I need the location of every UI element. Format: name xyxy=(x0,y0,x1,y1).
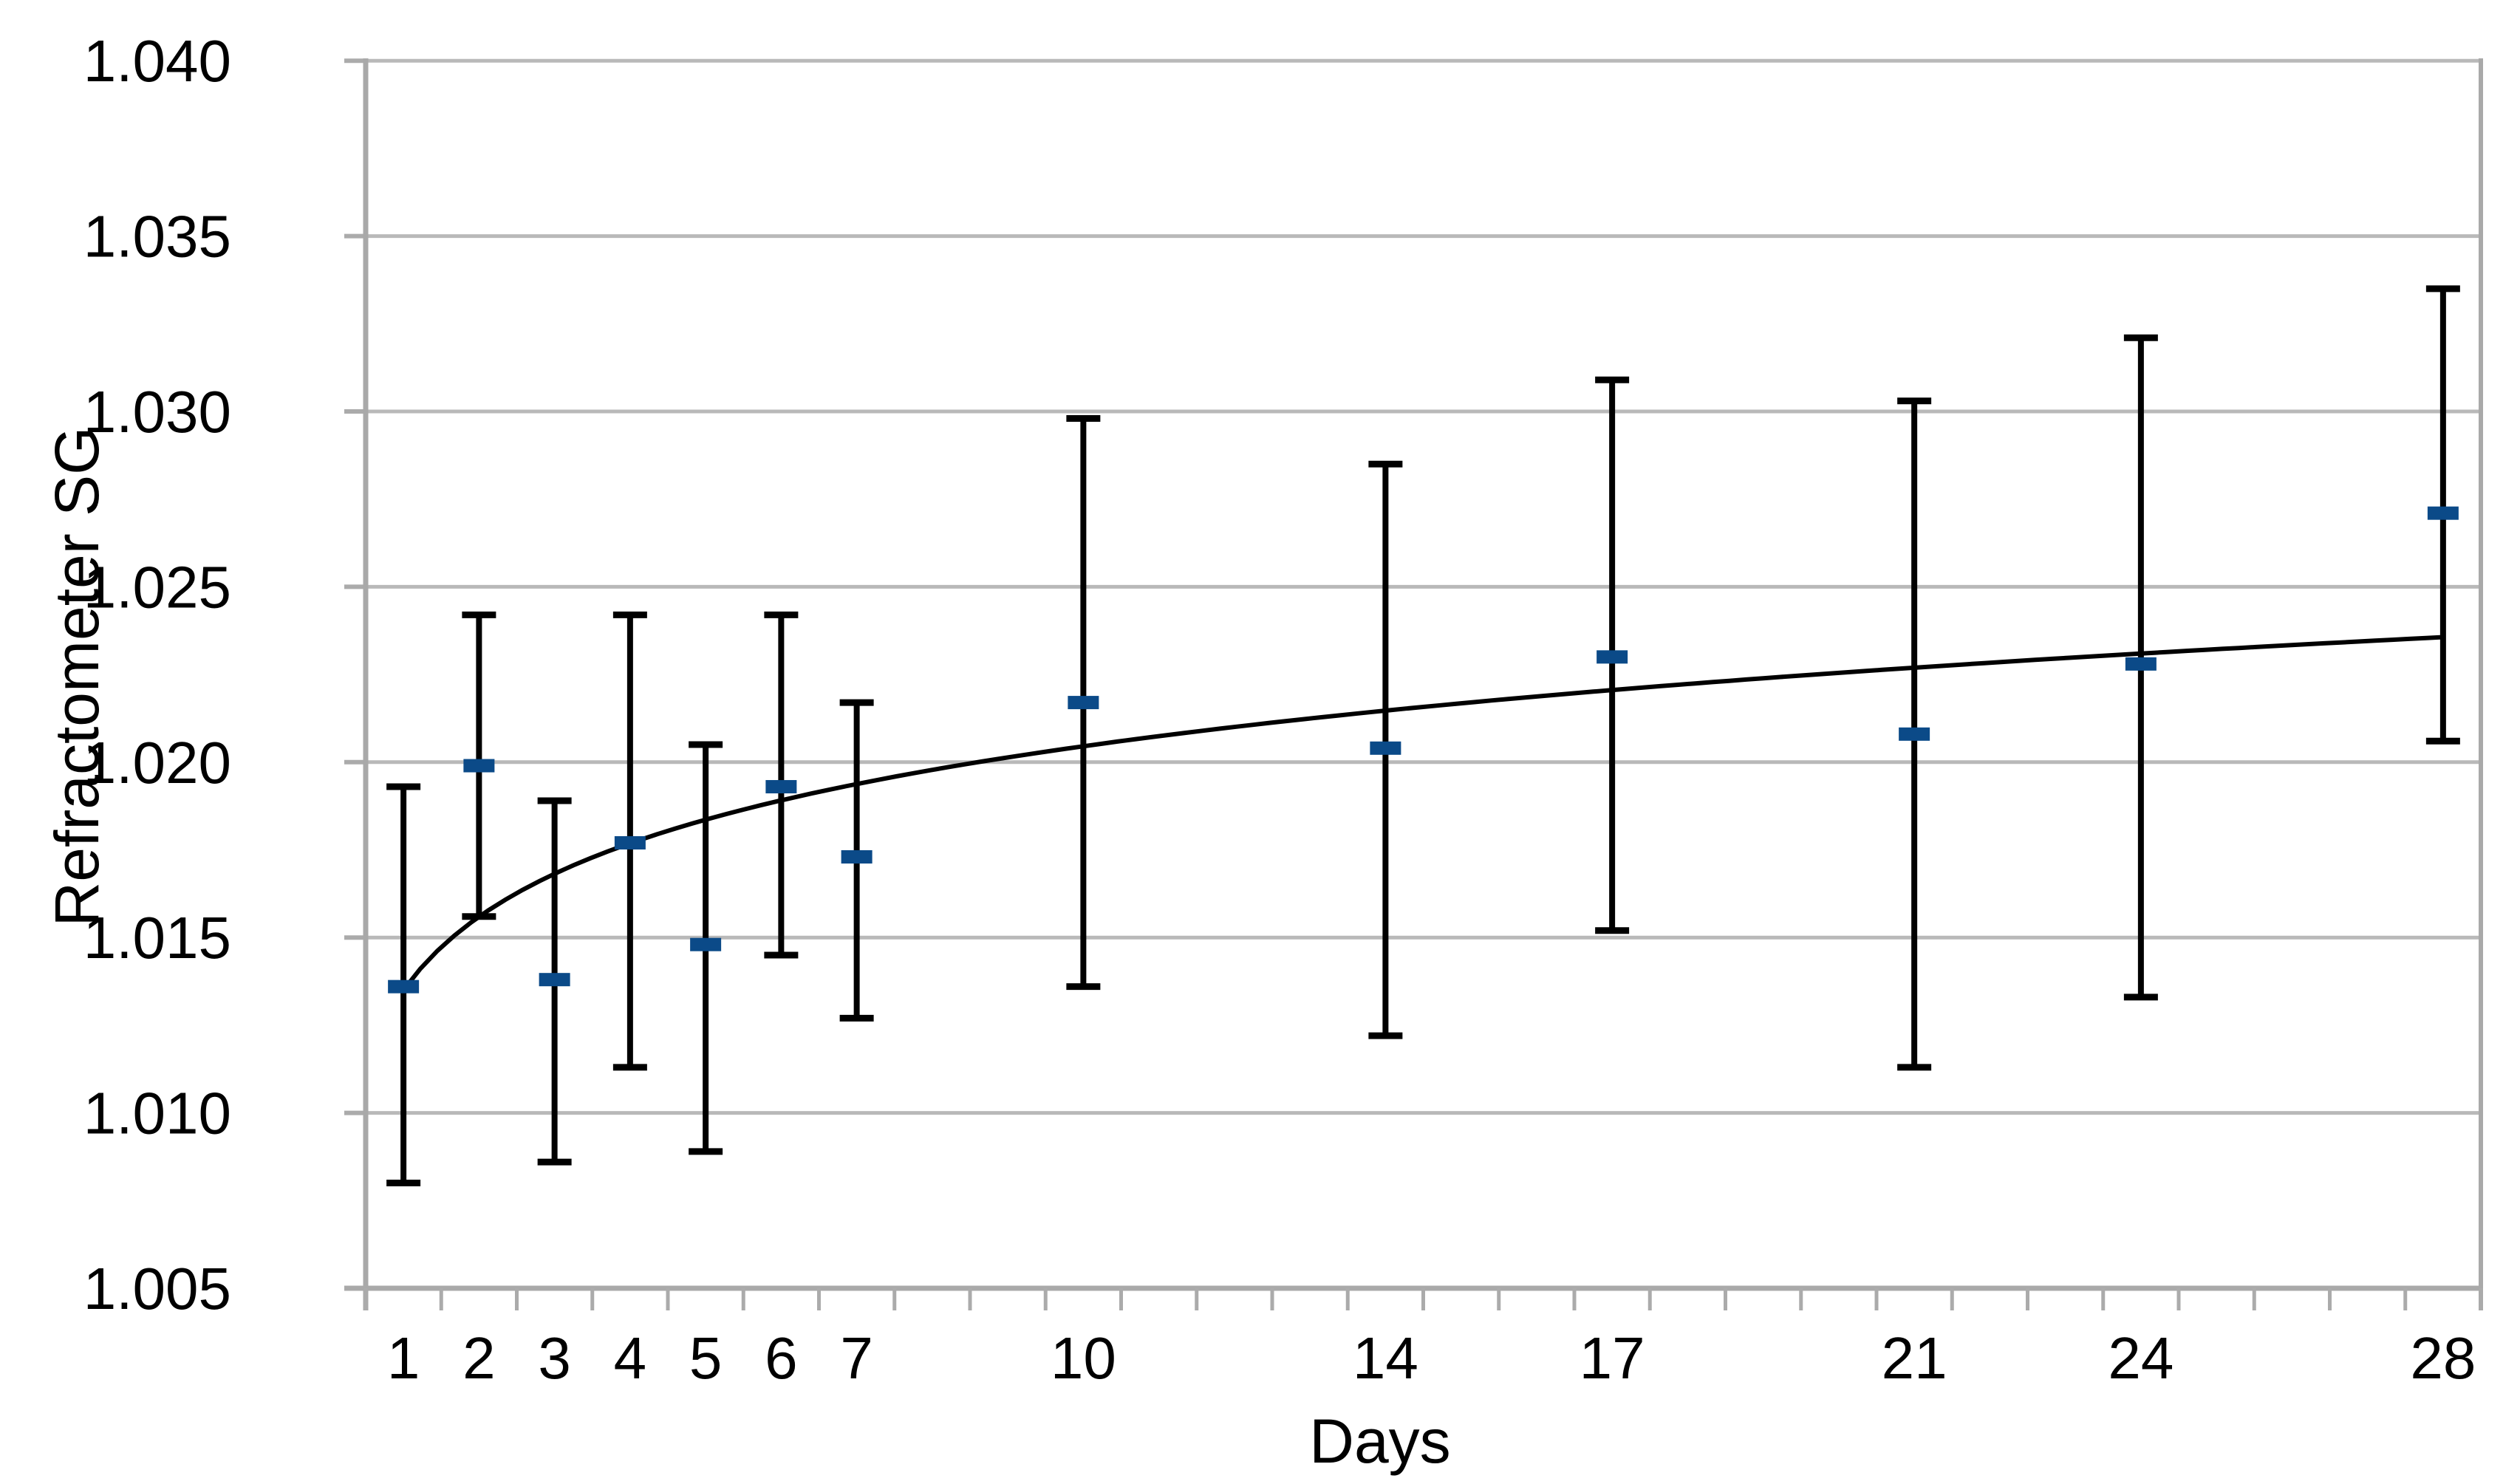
data-point-marker xyxy=(463,759,495,773)
data-point-marker xyxy=(614,836,646,850)
x-tick-label: 5 xyxy=(689,1325,723,1391)
x-tick-label: 1 xyxy=(387,1325,420,1391)
data-point-marker xyxy=(539,973,570,987)
x-tick-label: 24 xyxy=(2108,1325,2174,1391)
data-point-marker xyxy=(1597,650,1628,664)
x-tick-label: 14 xyxy=(1353,1325,1418,1391)
x-tick-label: 7 xyxy=(840,1325,873,1391)
x-axis-title: Days xyxy=(1309,1406,1450,1476)
x-tick-label: 4 xyxy=(614,1325,647,1391)
x-tick-label: 17 xyxy=(1580,1325,1645,1391)
data-point-marker xyxy=(690,937,722,951)
trendline-group xyxy=(401,635,2444,992)
data-points xyxy=(388,506,2459,994)
y-tick-label: 1.030 xyxy=(83,379,231,445)
y-axis-title: Refractometer SG xyxy=(42,427,112,927)
data-point-marker xyxy=(841,849,873,864)
x-tick-labels: 1 2 3 4 5 6 7 10 14 17 21 24 28 xyxy=(387,1325,2476,1391)
x-tick-label: 21 xyxy=(1882,1325,1947,1391)
x-tick-label: 6 xyxy=(765,1325,798,1391)
x-tick-label: 2 xyxy=(462,1325,496,1391)
gridlines xyxy=(366,58,2481,1115)
data-point-marker xyxy=(1899,727,1930,741)
data-point-marker xyxy=(1068,696,1099,710)
axes xyxy=(344,58,2483,1310)
y-tick-label: 1.025 xyxy=(83,554,231,620)
data-point-marker xyxy=(2427,506,2459,520)
y-tick-label: 1.015 xyxy=(83,905,231,971)
y-tick-label: 1.035 xyxy=(83,204,231,270)
data-point-marker xyxy=(388,979,420,994)
y-tick-label: 1.020 xyxy=(83,730,231,796)
x-tick-label: 3 xyxy=(538,1325,571,1391)
data-point-marker xyxy=(2125,657,2157,671)
x-tick-label: 28 xyxy=(2410,1325,2476,1391)
data-point-marker xyxy=(765,780,797,794)
data-point-marker xyxy=(1370,741,1401,755)
y-tick-labels: 1.005 1.010 1.015 1.020 1.025 1.030 1.035 1.040 xyxy=(83,28,231,1321)
y-tick-label: 1.010 xyxy=(83,1081,231,1146)
x-tick-label: 10 xyxy=(1051,1325,1116,1391)
y-tick-label: 1.040 xyxy=(83,28,231,94)
trendline xyxy=(401,635,2444,992)
y-tick-label: 1.005 xyxy=(83,1256,231,1321)
